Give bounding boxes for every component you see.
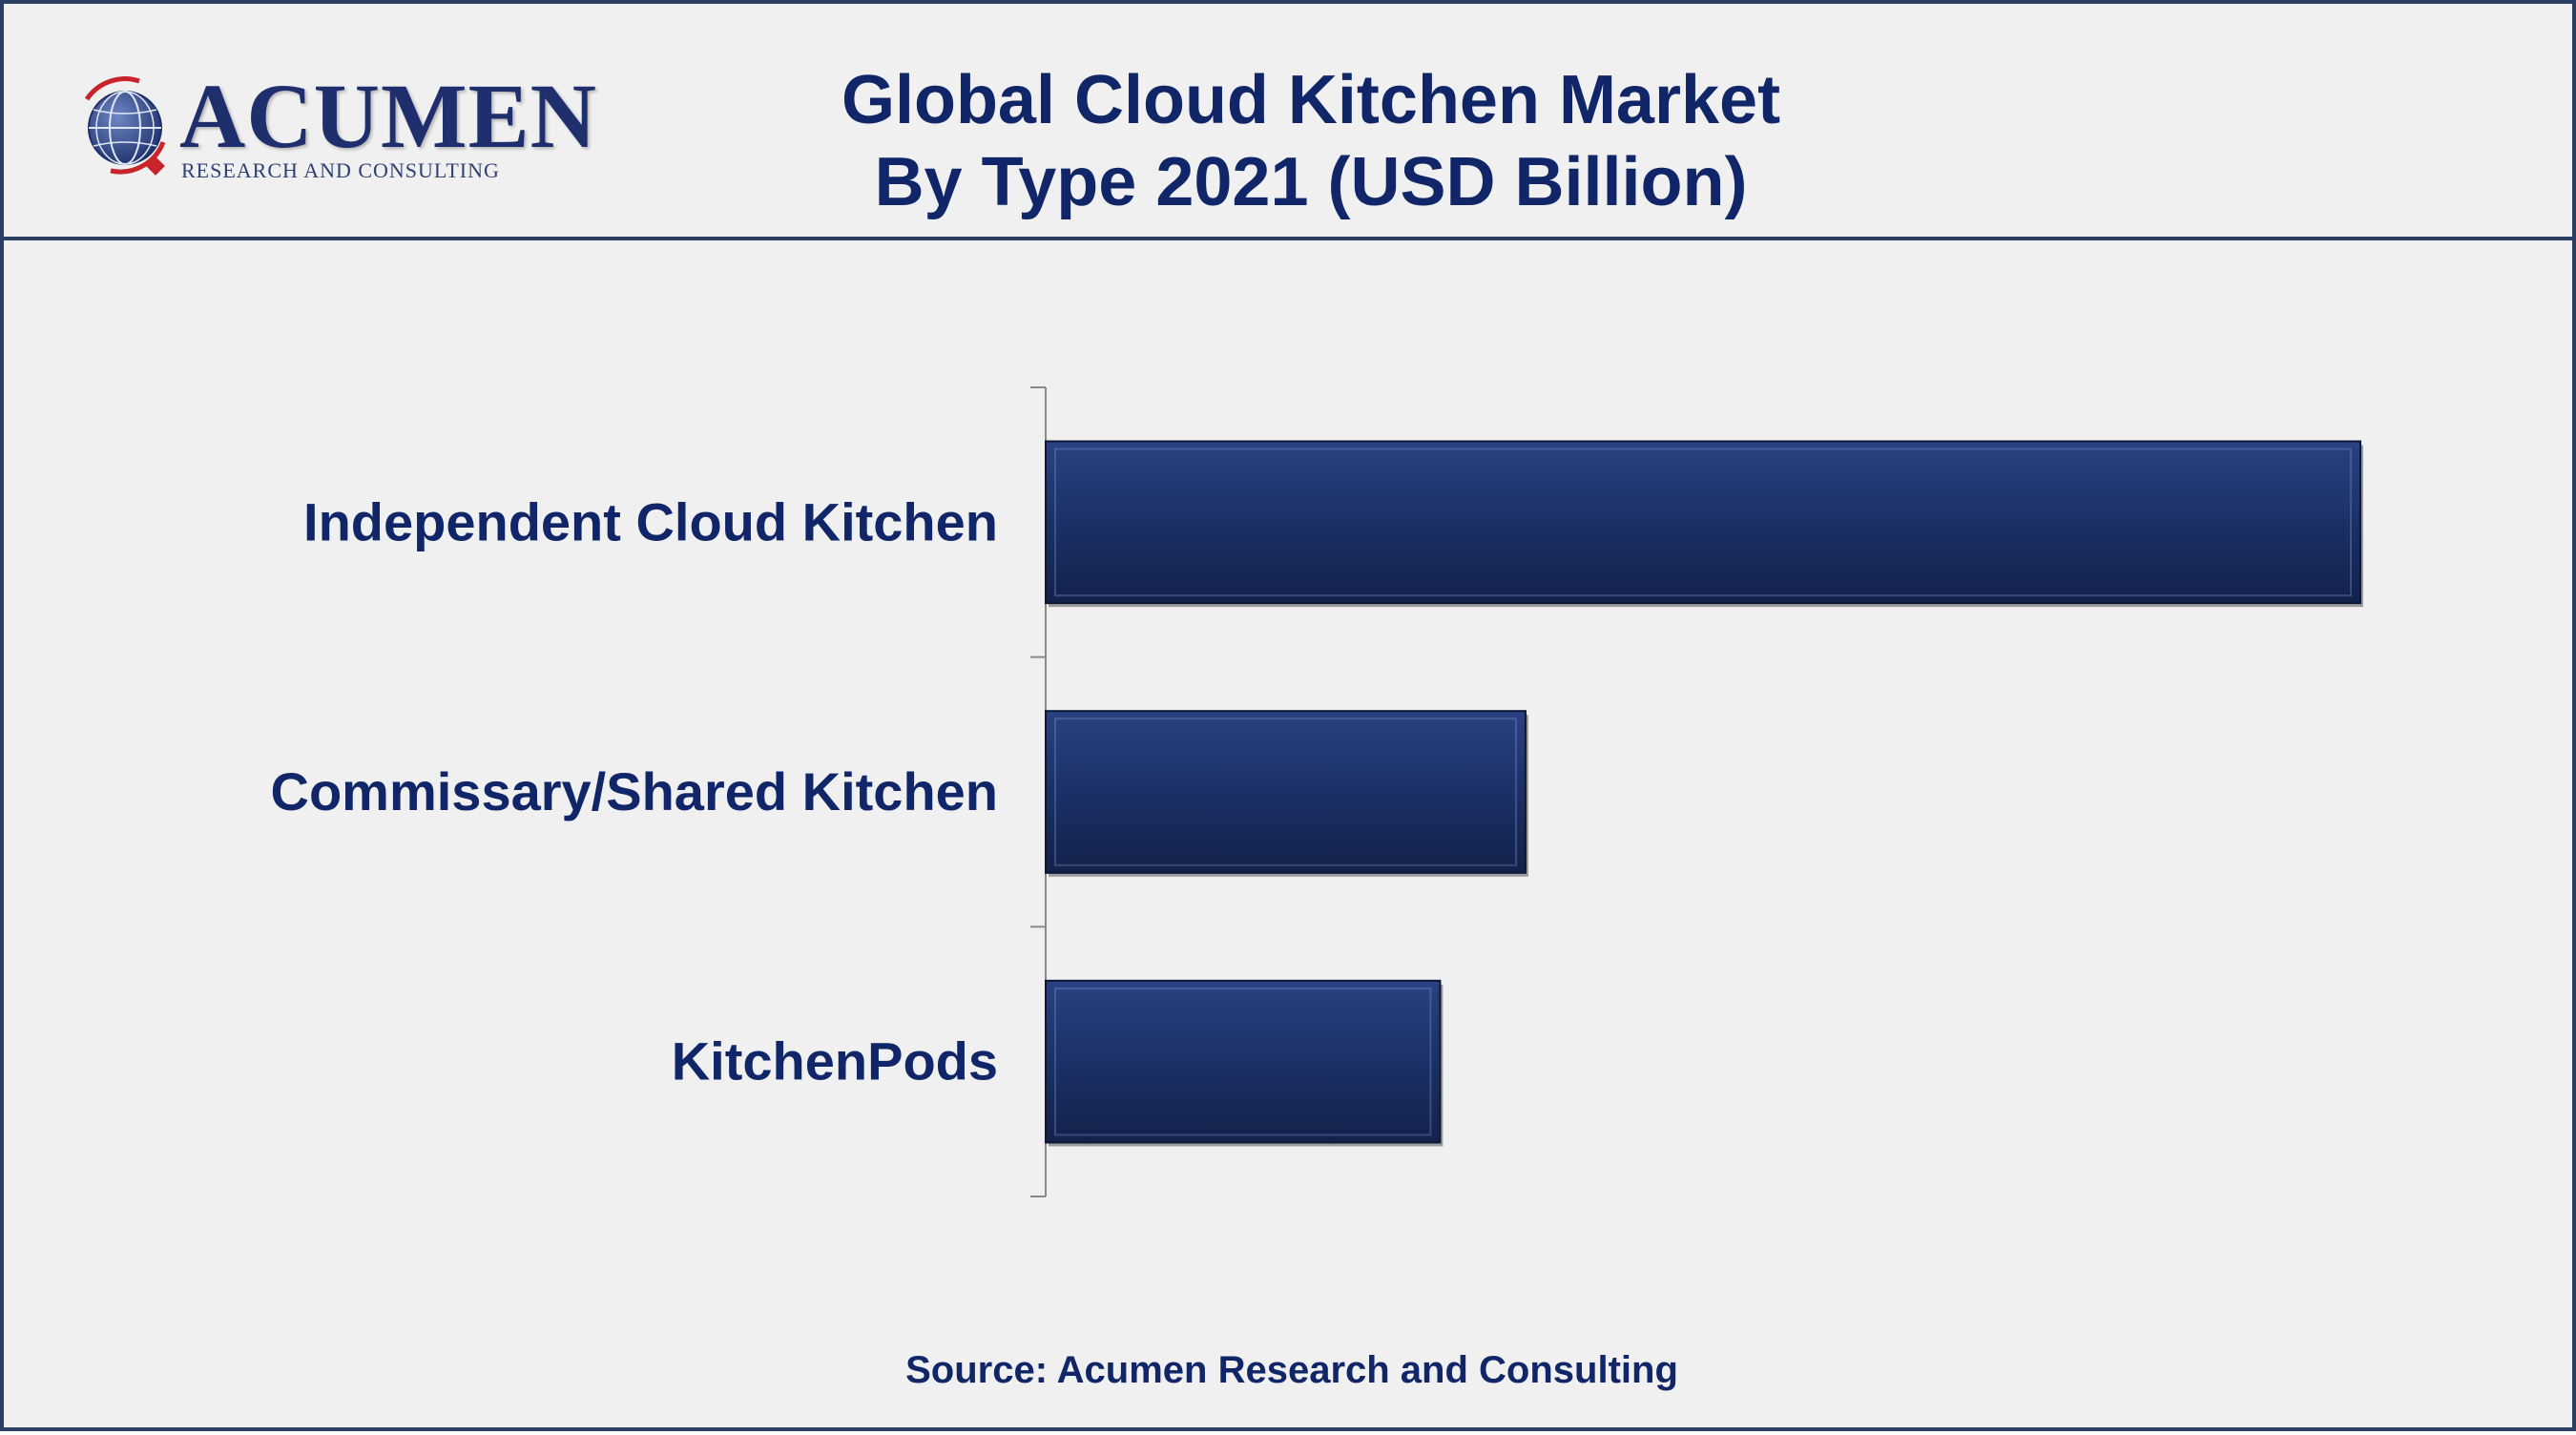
bar [1045, 710, 1528, 877]
chart-title: Global Cloud Kitchen Market By Type 2021… [672, 59, 1950, 223]
category-label: Independent Cloud Kitchen [303, 491, 998, 551]
bar-body [1045, 440, 2361, 605]
chart-title-line2: By Type 2021 (USD Billion) [874, 144, 1748, 220]
acumen-logo: ACUMEN RESEARCH AND CONSULTING [73, 71, 596, 195]
bar-bevel [1054, 987, 1432, 1136]
bar [1045, 979, 1444, 1147]
category-label: KitchenPods [672, 1031, 998, 1092]
bar-bevel [1054, 447, 2352, 597]
globe-icon [84, 76, 166, 176]
bar-body [1045, 710, 1527, 874]
bar [1045, 440, 2363, 608]
logo-tagline: RESEARCH AND CONSULTING [181, 158, 500, 182]
bar-bevel [1054, 718, 1517, 866]
logo-wordmark: ACUMEN [179, 65, 597, 167]
category-label: Commissary/Shared Kitchen [271, 761, 998, 821]
bar-body [1045, 979, 1442, 1144]
source-note: Source: Acumen Research and Consulting [905, 1349, 1678, 1391]
bar-chart: Independent Cloud Kitchen Commissary/Shar… [271, 386, 2363, 1197]
header-band: ACUMEN RESEARCH AND CONSULTING Global Cl… [4, 4, 2572, 240]
chart-title-line1: Global Cloud Kitchen Market [841, 62, 1781, 138]
